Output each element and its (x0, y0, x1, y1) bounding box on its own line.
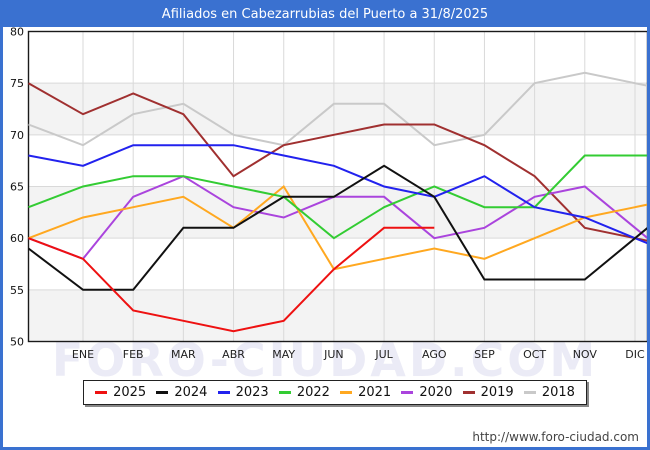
legend-label-2021: 2021 (358, 385, 392, 400)
legend-label-2025: 2025 (113, 385, 147, 400)
chart-svg: 50 55 60 65 70 75 80 ENE FEB MAR ABR MAY JUN JUL AGO SE… (10, 26, 647, 361)
series-2023-line (28, 144, 647, 245)
legend-item-2018: 2018 (523, 385, 575, 400)
footer-url: http://www.foro-ciudad.com (472, 430, 639, 444)
legend-label-2020: 2020 (419, 385, 453, 400)
legend-swatch-2025 (95, 391, 108, 394)
legend-item-2022: 2022 (278, 385, 330, 400)
x-tick-label: ABR (222, 348, 245, 361)
band (28, 289, 647, 342)
legend-label-2018: 2018 (541, 385, 575, 400)
legend-swatch-2023 (217, 391, 230, 394)
x-tick-label: JUL (374, 348, 393, 361)
y-tick-label: 60 (10, 232, 24, 245)
x-tick-label: SEP (474, 348, 495, 361)
series-2021-line (28, 184, 647, 271)
series-2020-line (28, 175, 647, 260)
series-2018-line (28, 71, 647, 147)
series-2024-line (27, 164, 647, 291)
x-tick-label: ENE (72, 348, 94, 361)
series-2019-line (28, 82, 647, 242)
legend-item-2025: 2025 (95, 385, 146, 400)
x-tick-label: AGO (422, 348, 447, 361)
x-tick-label: JUN (323, 348, 344, 361)
legend-item-2020: 2020 (401, 385, 452, 400)
plot-border (27, 30, 647, 343)
y-tick-label: 55 (10, 284, 24, 297)
legend-swatch-2020 (401, 391, 414, 394)
chart-title: Afiliados en Cabezarrubias del Puerto a … (3, 3, 647, 27)
legend: 2025 2024 2023 2022 2021 2020 2019 2018 (83, 380, 587, 405)
legend-item-2023: 2023 (217, 385, 269, 400)
x-tick-label: MAR (171, 348, 196, 361)
legend-label-2022: 2022 (296, 385, 330, 400)
legend-swatch-2019 (462, 391, 475, 394)
x-tick-label: NOV (573, 348, 598, 361)
x-tick-label: DIC (625, 348, 645, 361)
legend-swatch-2024 (156, 391, 169, 394)
x-tick-label: OCT (523, 348, 546, 361)
legend-item-2021: 2021 (340, 385, 391, 400)
legend-label-2019: 2019 (480, 385, 514, 400)
band (28, 83, 647, 135)
y-tick-label: 80 (10, 26, 24, 39)
legend-swatch-2022 (278, 391, 291, 394)
series-2022-line (28, 154, 647, 240)
legend-label-2024: 2024 (174, 385, 208, 400)
legend-item-2019: 2019 (462, 385, 514, 400)
y-tick-label: 65 (10, 181, 24, 194)
legend-swatch-2021 (340, 391, 353, 394)
legend-label-2023: 2023 (235, 385, 269, 400)
x-tick-label: FEB (123, 348, 144, 361)
y-tick-label: 50 (10, 336, 24, 349)
y-tick-label: 70 (10, 129, 24, 142)
series-2025-line (28, 226, 435, 333)
legend-swatch-2018 (523, 391, 536, 394)
x-tick-label: MAY (272, 348, 295, 361)
legend-item-2024: 2024 (156, 385, 207, 400)
y-tick-label: 75 (10, 77, 24, 90)
